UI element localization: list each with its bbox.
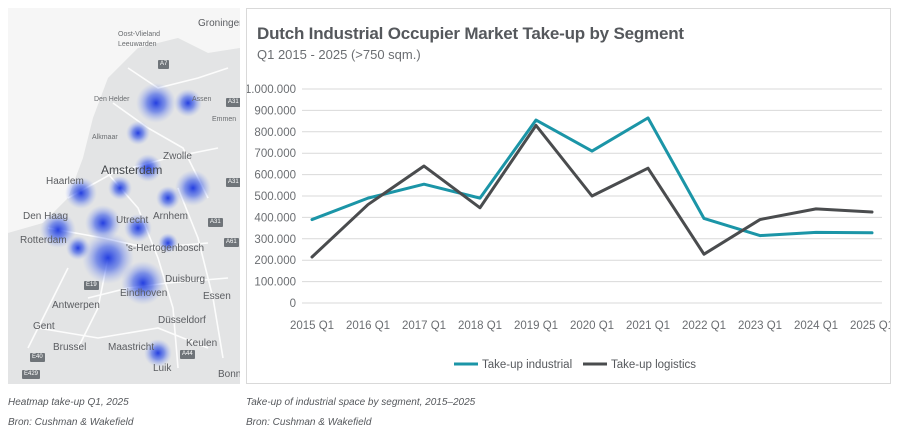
x-tick-label: 2017 Q1: [402, 320, 446, 332]
map-label-oost-vlieland: Oost-Vlieland: [118, 31, 161, 38]
chart-source: Bron: Cushman & Wakefield: [246, 417, 372, 428]
map-label-bonn: Bonn: [218, 369, 240, 380]
map-label-gent: Gent: [33, 321, 55, 332]
map-label-assen: Assen: [192, 96, 212, 103]
map-label-luik: Luik: [153, 363, 172, 374]
road-shield: A61: [224, 238, 239, 247]
heat-spot: [66, 236, 90, 260]
map-label-den-haag: Den Haag: [23, 211, 69, 222]
series-line-take-up-industrial: [310, 116, 874, 238]
heat-spot: [108, 176, 132, 200]
heat-spot: [174, 89, 202, 117]
map-label-leeuwarden: Leeuwarden: [118, 41, 157, 48]
legend-label: Take-up logistics: [611, 359, 696, 371]
road-shield: E19: [84, 281, 99, 290]
map-label-duisburg: Duisburg: [165, 274, 206, 285]
land-area: [8, 38, 240, 384]
heat-spot: [175, 170, 211, 206]
heat-spot: [144, 339, 172, 367]
line-chart: 0 100.000 200.000 300.000 400.000 500.000 600.…: [247, 84, 890, 371]
road-shield: A44: [180, 350, 195, 359]
map-label-s-hertogenbosch: 's-Hertogenbosch: [126, 243, 205, 254]
heat-spots: [40, 83, 211, 367]
map-label-essen: Essen: [203, 291, 231, 302]
legend-label: Take-up industrial: [482, 359, 572, 371]
y-tick-label: 700.000: [254, 148, 296, 160]
road-shield: A31: [226, 98, 240, 107]
heatmap-panel: Groningen Oost-Vlieland Leeuwarden Den Held…: [8, 8, 240, 384]
y-tick-label: 200.000: [254, 255, 296, 267]
y-tick-label: 100.000: [254, 277, 296, 289]
map-label-eindhoven: Eindhoven: [120, 288, 168, 299]
heat-spot: [82, 232, 134, 284]
map-label-utrecht: Utrecht: [116, 215, 149, 226]
y-tick-label: 1.000.000: [247, 84, 296, 96]
map-source: Bron: Cushman & Wakefield: [8, 417, 134, 428]
x-tick-label: 2020 Q1: [570, 320, 614, 332]
map-label-groningen: Groningen: [198, 18, 240, 29]
x-tick-label: 2015 Q1: [290, 320, 334, 332]
chart-caption: Take-up of industrial space by segment, …: [246, 397, 476, 408]
map-caption: Heatmap take-up Q1, 2025: [8, 397, 129, 408]
heat-spot: [126, 121, 150, 145]
sea-area: [8, 8, 240, 233]
map-label-den-helder: Den Helder: [94, 96, 130, 103]
map-label-emmen: Emmen: [212, 116, 237, 123]
chart-title: Dutch Industrial Occupier Market Take-up…: [257, 24, 684, 43]
heat-spot: [158, 233, 178, 253]
heat-spot: [156, 186, 180, 210]
chart-panel: Dutch Industrial Occupier Market Take-up…: [246, 8, 891, 384]
x-tick-label: 2016 Q1: [346, 320, 390, 332]
heat-spot: [136, 83, 176, 123]
map-label-d-sseldorf: Düsseldorf: [158, 315, 206, 326]
x-tick-label: 2021 Q1: [626, 320, 670, 332]
map-label-amsterdam: Amsterdam: [101, 163, 163, 177]
road-shield: E429: [22, 370, 41, 379]
map-label-zwolle: Zwolle: [163, 151, 192, 162]
y-tick-label: 400.000: [254, 212, 296, 224]
road-shield: A31: [208, 218, 223, 227]
x-tick-label: 2018 Q1: [458, 320, 502, 332]
road-shield: A7: [158, 60, 170, 69]
road-shield: A31: [226, 178, 240, 187]
y-tick-label: 500.000: [254, 191, 296, 203]
heat-spot: [65, 177, 97, 209]
x-tick-label: 2019 Q1: [514, 320, 558, 332]
x-tick-label: 2025 Q1: [850, 320, 890, 332]
map-label-antwerpen: Antwerpen: [52, 300, 100, 311]
y-tick-label: 300.000: [254, 234, 296, 246]
map-label-arnhem: Arnhem: [153, 211, 189, 222]
map-label-brussel: Brussel: [53, 342, 87, 353]
series-line-take-up-logistics: [310, 123, 874, 259]
map-label-rotterdam: Rotterdam: [20, 235, 67, 246]
heat-spot: [124, 214, 152, 242]
y-tick-label: 800.000: [254, 127, 296, 139]
y-tick-label: 900.000: [254, 105, 296, 117]
map-label-alkmaar: Alkmaar: [92, 134, 118, 141]
heat-spot: [121, 261, 165, 305]
x-tick-label: 2024 Q1: [794, 320, 838, 332]
road-shield: E40: [30, 353, 45, 362]
heat-spot: [85, 205, 121, 241]
heatmap-map: [8, 8, 240, 384]
y-tick-label: 0: [290, 298, 296, 310]
heat-spot: [40, 212, 76, 248]
map-label-haarlem: Haarlem: [46, 176, 84, 187]
heat-spot: [134, 154, 162, 182]
x-tick-label: 2023 Q1: [738, 320, 782, 332]
map-label-keulen: Keulen: [186, 338, 218, 349]
y-tick-label: 600.000: [254, 170, 296, 182]
x-tick-label: 2022 Q1: [682, 320, 726, 332]
map-label-maastricht: Maastricht: [108, 342, 155, 353]
chart-subtitle: Q1 2015 - 2025 (>750 sqm.): [257, 47, 421, 62]
